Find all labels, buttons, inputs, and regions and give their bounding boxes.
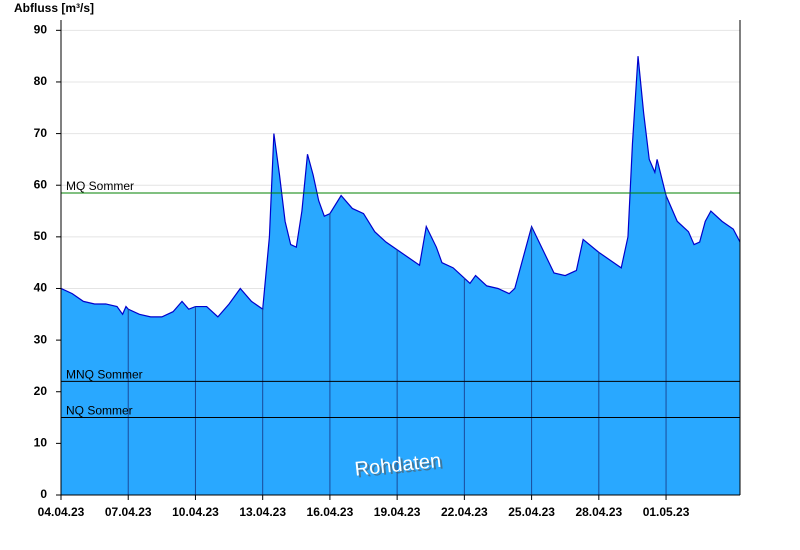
- x-tick-label: 13.04.23: [239, 505, 286, 519]
- x-tick-label: 01.05.23: [643, 505, 690, 519]
- area: [61, 56, 740, 496]
- x-tick-label: 07.04.23: [105, 505, 152, 519]
- x-tick-label: 10.04.23: [172, 505, 219, 519]
- x-tick-label: 22.04.23: [441, 505, 488, 519]
- y-tick-label: 0: [40, 487, 47, 501]
- reference-label: NQ Sommer: [66, 404, 133, 418]
- x-tick-label: 04.04.23: [38, 505, 85, 519]
- chart-title: Abfluss [m³/s]: [14, 1, 94, 15]
- y-tick-label: 30: [34, 332, 48, 346]
- y-tick-label: 50: [34, 229, 48, 243]
- reference-label: MQ Sommer: [66, 179, 134, 193]
- y-tick-label: 80: [34, 74, 48, 88]
- x-tick-label: 16.04.23: [307, 505, 354, 519]
- y-tick-label: 10: [34, 436, 48, 450]
- x-tick-label: 25.04.23: [508, 505, 555, 519]
- area-outline: [60, 56, 741, 318]
- x-tick-label: 19.04.23: [374, 505, 421, 519]
- reference-label: MNQ Sommer: [66, 368, 143, 382]
- y-tick-label: 70: [34, 126, 48, 140]
- y-tick-label: 40: [34, 281, 48, 295]
- y-tick-label: 20: [34, 384, 48, 398]
- y-tick-label: 90: [34, 22, 48, 36]
- y-tick-label: 60: [34, 177, 48, 191]
- x-tick-label: 28.04.23: [575, 505, 622, 519]
